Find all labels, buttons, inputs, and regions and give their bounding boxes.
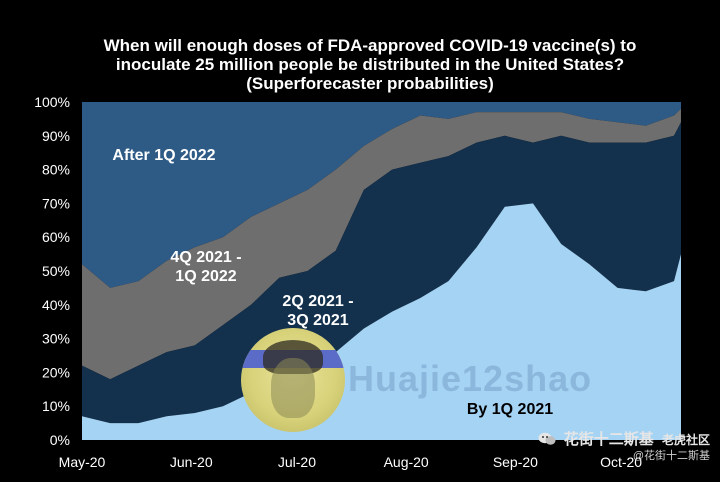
portrait-badge-icon: [241, 328, 345, 432]
wechat-icon: [538, 432, 556, 445]
y-axis: 0% 10% 20% 30% 40% 50% 60% 70% 80% 90% 100%: [34, 94, 70, 448]
y-tick-label: 90%: [42, 128, 70, 144]
area-label-q2-q3-2021: 2Q 2021 -: [282, 293, 353, 310]
title-line-3: (Superforecaster probabilities): [246, 74, 494, 93]
watermark-text: Huajie12shao: [348, 358, 593, 399]
area-label-q4-2021-1q-2022: 4Q 2021 -: [170, 249, 241, 266]
x-axis: May-20 Jun-20 Jul-20 Aug-20 Sep-20 Oct-20: [59, 454, 643, 470]
plot-areas: [82, 102, 681, 440]
source-line-1: 花街十二斯基 老虎社区: [538, 432, 710, 448]
area-labels: After 1Q 2022 4Q 2021 - 1Q 2022 2Q 2021 - 3Q…: [112, 147, 553, 418]
y-tick-label: 10%: [42, 398, 70, 414]
area-after-1q-2022: [82, 102, 681, 288]
x-tick-label: May-20: [59, 454, 106, 470]
y-tick-label: 60%: [42, 229, 70, 245]
area-label-after-1q-2022: After 1Q 2022: [112, 147, 215, 164]
source-name: 花街十二斯基: [563, 431, 654, 448]
y-tick-label: 80%: [42, 162, 70, 178]
chart-title: When will enough doses of FDA-approved C…: [20, 36, 720, 93]
x-tick-label: Jul-20: [278, 454, 316, 470]
area-by-1q-2021: [82, 203, 681, 440]
source-handle: @花街十二斯基: [632, 450, 710, 462]
x-tick-label: Aug-20: [384, 454, 429, 470]
area-2q2021-3q2021: [82, 122, 681, 424]
area-label-q4-2021-1q-2022: 1Q 2022: [175, 268, 236, 285]
source-community: 老虎社区: [661, 433, 710, 447]
area-label-q2-q3-2021: 3Q 2021: [287, 312, 348, 329]
y-tick-label: 30%: [42, 331, 70, 347]
x-tick-label: Sep-20: [493, 454, 538, 470]
area-label-by-1q-2021: By 1Q 2021: [467, 401, 553, 418]
source-credit: 花街十二斯基 老虎社区 @花街十二斯基: [538, 432, 710, 464]
y-tick-label: 0%: [50, 432, 70, 448]
title-line-1: When will enough doses of FDA-approved C…: [103, 36, 637, 55]
y-tick-label: 20%: [42, 364, 70, 380]
y-tick-label: 50%: [42, 263, 70, 279]
x-tick-label: Jun-20: [170, 454, 213, 470]
y-tick-label: 100%: [34, 94, 70, 110]
y-tick-label: 70%: [42, 195, 70, 211]
y-tick-label: 40%: [42, 297, 70, 313]
title-line-2: inoculate 25 million people be distribut…: [115, 55, 625, 74]
area-4q2021-1q2022: [82, 108, 681, 380]
x-tick-label: Oct-20: [600, 454, 642, 470]
